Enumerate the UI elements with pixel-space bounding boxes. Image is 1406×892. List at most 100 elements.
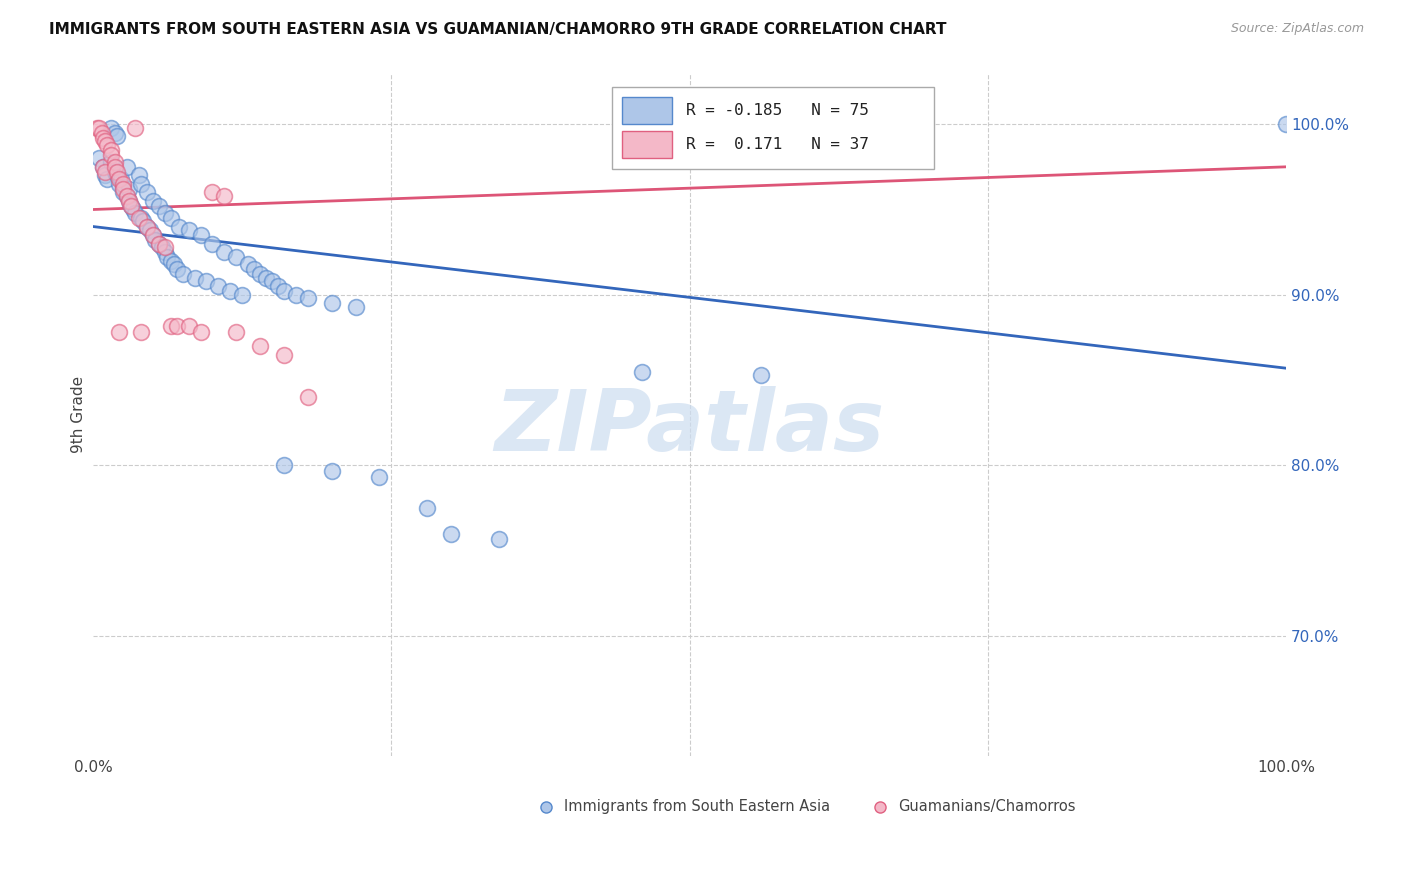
Point [214, 189, 236, 203]
Point [142, 228, 165, 243]
Point [219, 285, 242, 299]
Point [440, 526, 463, 541]
Point [86, 120, 108, 135]
Point [254, 270, 277, 285]
Point [148, 236, 170, 251]
Point [108, 177, 131, 191]
Point [128, 211, 150, 225]
Y-axis label: 9th Grade: 9th Grade [72, 376, 86, 453]
Point [201, 236, 224, 251]
FancyBboxPatch shape [621, 97, 672, 124]
Point [129, 211, 152, 225]
Point [89, 151, 111, 165]
Point [231, 288, 253, 302]
Point [153, 245, 176, 260]
Point [91, 131, 114, 145]
Text: Guamanians/Chamorros: Guamanians/Chamorros [898, 799, 1076, 814]
Point [207, 279, 229, 293]
Point [749, 368, 772, 382]
Point [100, 154, 122, 169]
Point [118, 182, 141, 196]
Point [142, 228, 165, 243]
Point [167, 219, 190, 234]
Point [115, 189, 138, 203]
Point [143, 233, 166, 247]
Point [135, 219, 157, 234]
Point [177, 318, 200, 333]
Point [129, 177, 152, 191]
Point [488, 532, 510, 546]
Point [190, 228, 212, 243]
Point [94, 134, 117, 148]
Point [225, 250, 247, 264]
Point [893, 120, 915, 135]
FancyBboxPatch shape [612, 87, 934, 169]
Point [148, 236, 170, 251]
Point [166, 262, 188, 277]
Point [1275, 117, 1298, 131]
Point [111, 177, 134, 191]
Point [124, 206, 146, 220]
Point [159, 253, 181, 268]
Point [321, 296, 343, 310]
Point [115, 189, 138, 203]
Text: ZIPatlas: ZIPatlas [495, 386, 884, 469]
Point [148, 199, 170, 213]
Point [100, 148, 122, 162]
Text: Immigrants from South Eastern Asia: Immigrants from South Eastern Asia [564, 799, 831, 814]
Point [344, 300, 367, 314]
Point [177, 223, 200, 237]
Point [135, 219, 157, 234]
Point [195, 274, 218, 288]
Point [273, 347, 295, 361]
Point [120, 199, 142, 213]
Point [105, 129, 128, 144]
Point [132, 214, 155, 228]
Point [94, 165, 117, 179]
Point [104, 154, 127, 169]
Point [243, 262, 266, 277]
Point [108, 326, 131, 340]
Text: Source: ZipAtlas.com: Source: ZipAtlas.com [1230, 22, 1364, 36]
Point [91, 160, 114, 174]
Point [89, 120, 111, 135]
Point [190, 326, 212, 340]
Point [100, 143, 122, 157]
Point [104, 126, 127, 140]
Point [214, 245, 236, 260]
Point [124, 120, 146, 135]
Point [249, 339, 271, 353]
Point [118, 194, 141, 208]
Point [108, 171, 131, 186]
Point [135, 186, 157, 200]
Point [631, 365, 654, 379]
Point [159, 318, 181, 333]
Point [273, 458, 295, 473]
FancyBboxPatch shape [621, 131, 672, 158]
Text: IMMIGRANTS FROM SOUTH EASTERN ASIA VS GUAMANIAN/CHAMORRO 9TH GRADE CORRELATION C: IMMIGRANTS FROM SOUTH EASTERN ASIA VS GU… [49, 22, 946, 37]
Point [225, 326, 247, 340]
Point [262, 274, 284, 288]
Point [273, 285, 295, 299]
Point [201, 186, 224, 200]
Point [100, 120, 122, 135]
Point [183, 270, 205, 285]
Point [94, 169, 117, 183]
Point [111, 186, 134, 200]
Point [267, 279, 290, 293]
Text: R =  0.171   N = 37: R = 0.171 N = 37 [686, 137, 869, 153]
Point [368, 470, 391, 484]
Point [90, 126, 112, 140]
Point [166, 318, 188, 333]
Point [172, 268, 194, 282]
Point [129, 326, 152, 340]
Point [118, 194, 141, 208]
Point [111, 180, 134, 194]
Point [128, 169, 150, 183]
Point [284, 288, 307, 302]
Point [249, 268, 271, 282]
Point [120, 199, 142, 213]
Point [96, 137, 118, 152]
Point [153, 206, 176, 220]
Point [156, 250, 179, 264]
